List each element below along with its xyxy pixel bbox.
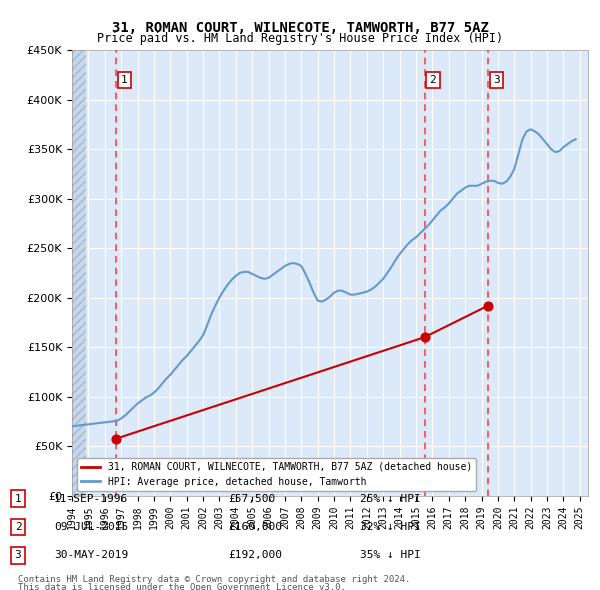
Text: 35% ↓ HPI: 35% ↓ HPI [360,550,421,560]
Text: 2: 2 [430,75,436,85]
Point [484,301,493,310]
Text: 3: 3 [493,75,500,85]
Text: This data is licensed under the Open Government Licence v3.0.: This data is licensed under the Open Gov… [18,582,346,590]
Text: 30-MAY-2019: 30-MAY-2019 [54,550,128,560]
Point [111,434,121,444]
Text: £57,500: £57,500 [228,494,275,503]
Text: 11-SEP-1996: 11-SEP-1996 [54,494,128,503]
Text: 3: 3 [14,550,22,560]
Text: 2: 2 [14,522,22,532]
Text: 32% ↓ HPI: 32% ↓ HPI [360,522,421,532]
Point [420,333,430,342]
Text: 1: 1 [14,494,22,503]
Text: 31, ROMAN COURT, WILNECOTE, TAMWORTH, B77 5AZ: 31, ROMAN COURT, WILNECOTE, TAMWORTH, B7… [112,21,488,35]
Text: 25% ↓ HPI: 25% ↓ HPI [360,494,421,503]
Legend: 31, ROMAN COURT, WILNECOTE, TAMWORTH, B77 5AZ (detached house), HPI: Average pri: 31, ROMAN COURT, WILNECOTE, TAMWORTH, B7… [77,458,476,491]
Text: £160,000: £160,000 [228,522,282,532]
Text: Price paid vs. HM Land Registry's House Price Index (HPI): Price paid vs. HM Land Registry's House … [97,32,503,45]
Text: £192,000: £192,000 [228,550,282,560]
Text: 1: 1 [121,75,128,85]
Text: 09-JUL-2015: 09-JUL-2015 [54,522,128,532]
Text: Contains HM Land Registry data © Crown copyright and database right 2024.: Contains HM Land Registry data © Crown c… [18,575,410,584]
Bar [72,50,86,496]
